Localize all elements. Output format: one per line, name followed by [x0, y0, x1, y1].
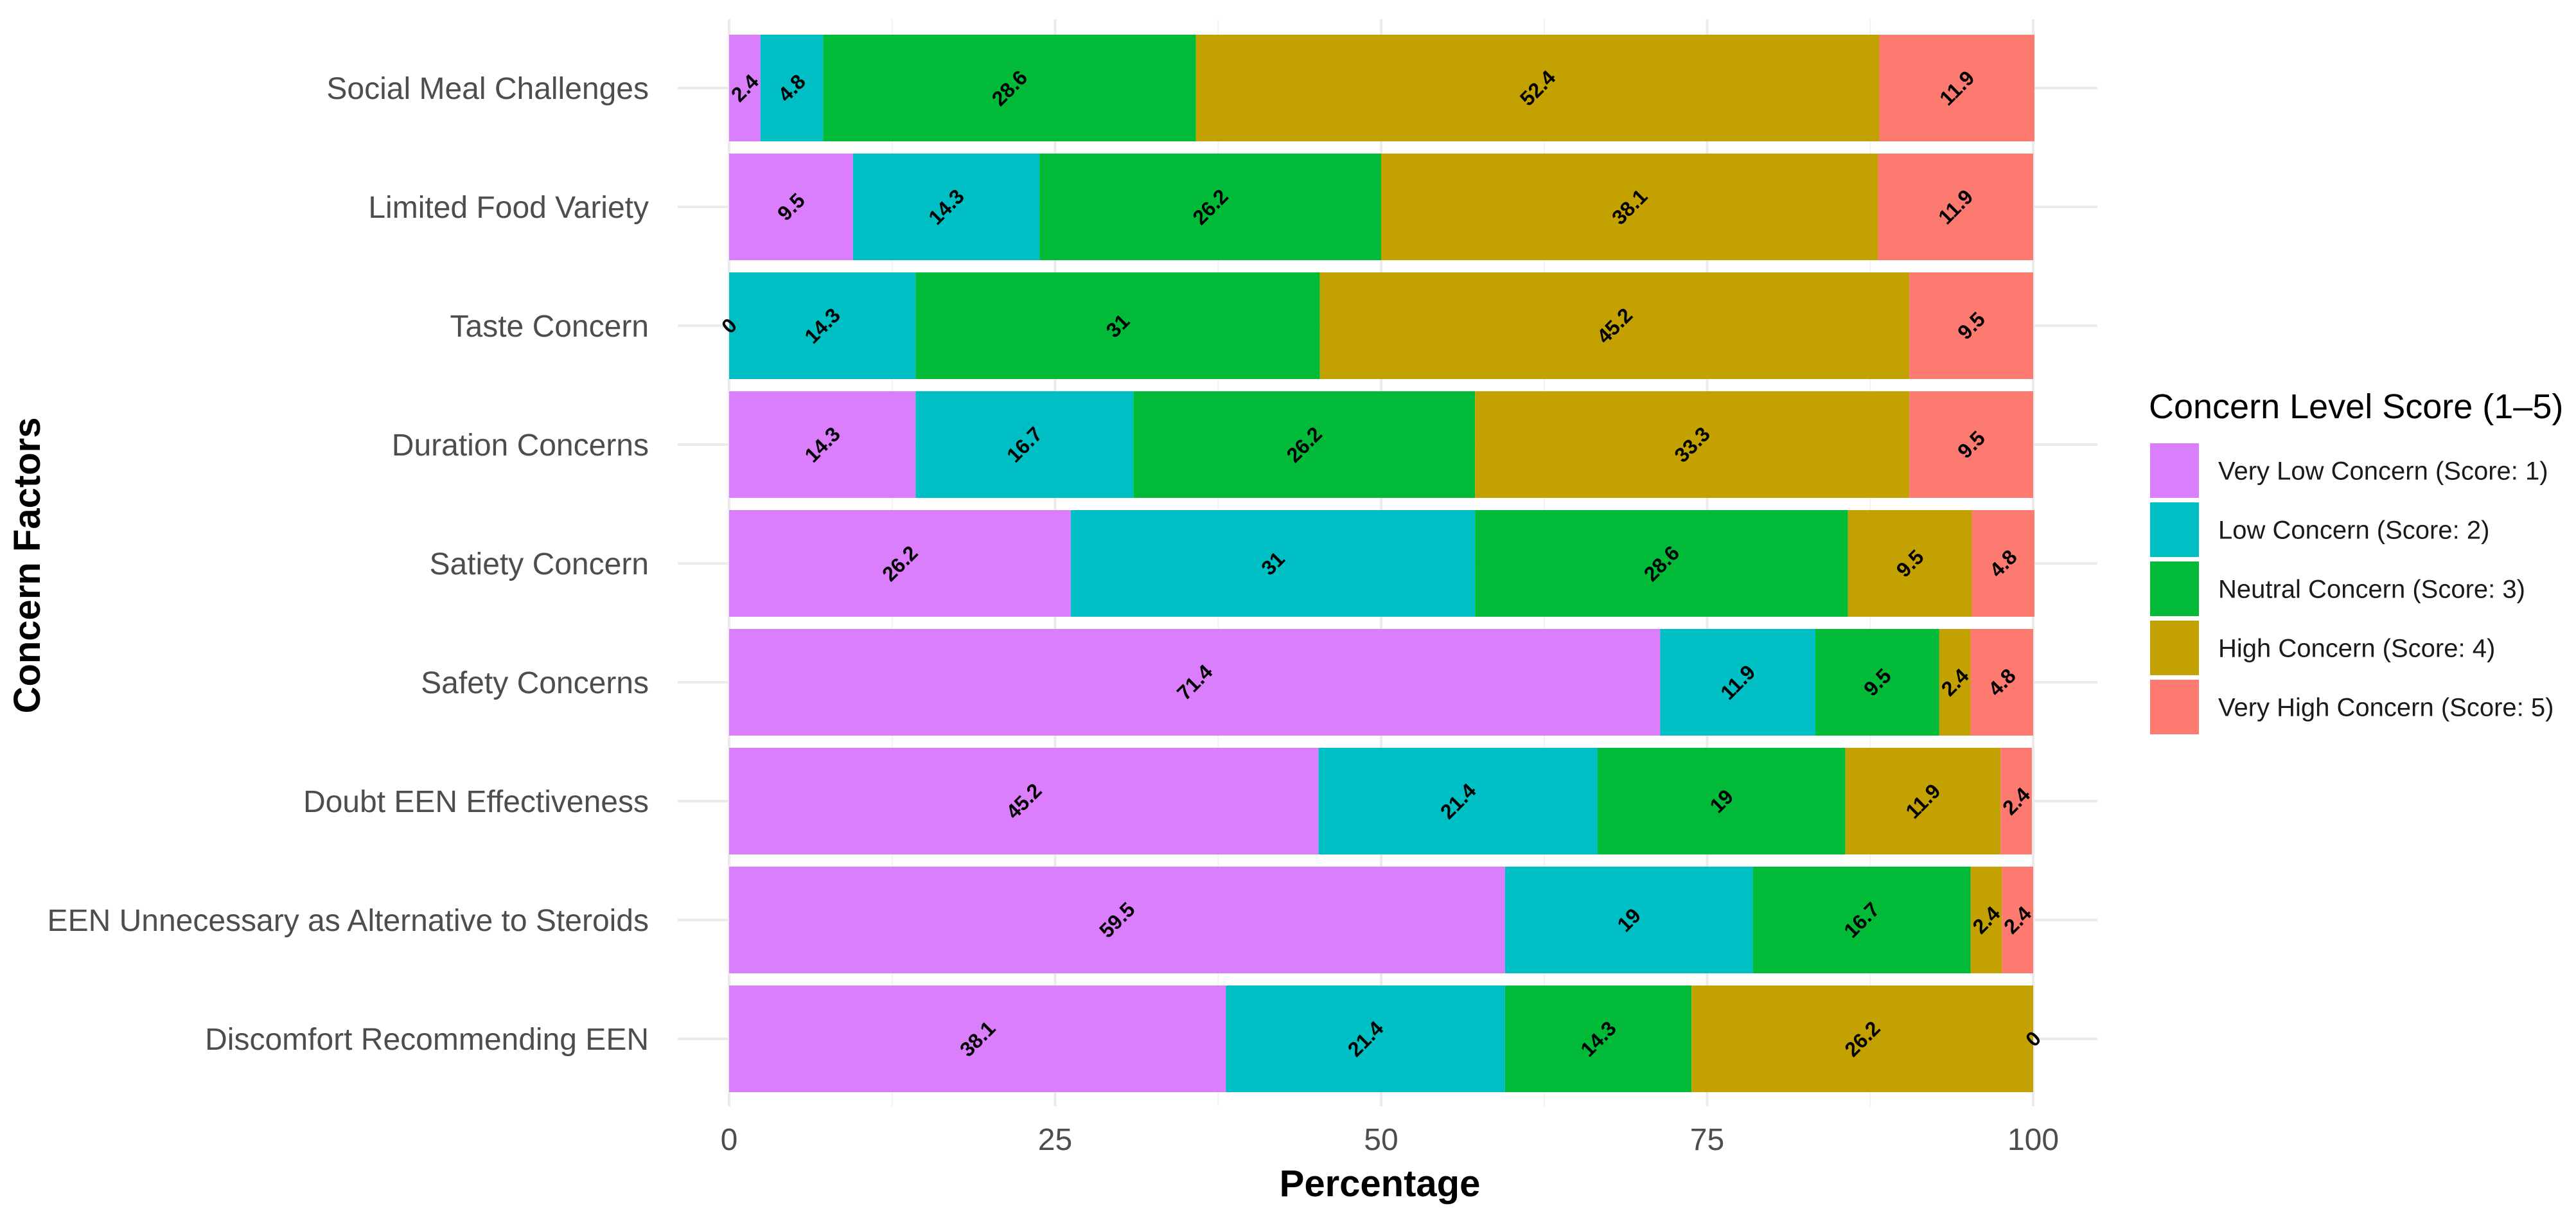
category-label: Limited Food Variety: [368, 191, 649, 225]
bar-segment: [823, 35, 1196, 141]
bar-segment: [1597, 748, 1846, 854]
bar-segment: [729, 154, 853, 260]
category-label: Social Meal Challenges: [326, 72, 649, 106]
bar-segment: [760, 35, 824, 141]
bar-segment: [1133, 391, 1476, 498]
category-label: EEN Unnecessary as Alternative to Steroi…: [48, 904, 649, 938]
category-label: Safety Concerns: [421, 666, 649, 700]
bar-segment: [1475, 391, 1910, 498]
bar-segment: [1226, 986, 1505, 1092]
bar-segment: [1972, 510, 2035, 617]
bar-segment: [1848, 510, 1972, 617]
x-tick-label: 25: [1038, 1123, 1072, 1157]
category-label: Taste Concern: [450, 310, 649, 344]
category-label: Doubt EEN Effectiveness: [303, 785, 649, 819]
bar-segment: [1939, 629, 1971, 736]
bar-segment: [2002, 867, 2033, 973]
bar-segment: [729, 35, 761, 141]
bar-segment: [1878, 154, 2033, 260]
legend-key: [2150, 621, 2199, 675]
bar-segment: [2000, 748, 2032, 854]
bar-segment: [1318, 748, 1598, 854]
bar-segments: [729, 35, 2035, 1092]
bar-segment: [729, 748, 1319, 854]
bar-segment: [1504, 986, 1692, 1092]
bar-segment: [1475, 510, 1848, 617]
x-tick-label: 0: [721, 1123, 738, 1157]
bar-segment: [915, 272, 1320, 379]
bar-segment: [729, 391, 916, 498]
bar-segment: [852, 154, 1040, 260]
bar-segment: [1970, 629, 2033, 736]
x-axis-title: Percentage: [1280, 1163, 1481, 1205]
legend-key: [2150, 680, 2199, 734]
bar-segment: [1660, 629, 1815, 736]
bar-segment: [729, 510, 1071, 617]
bar-segment: [1319, 272, 1910, 379]
legend-title: Concern Level Score (1–5): [2149, 387, 2563, 426]
legend-label: High Concern (Score: 4): [2218, 635, 2495, 663]
bar-segment: [729, 272, 916, 379]
x-tick-label: 50: [1364, 1123, 1398, 1157]
legend-label: Very Low Concern (Score: 1): [2218, 457, 2548, 486]
bar-segment: [1909, 272, 2033, 379]
x-tick-labels: 0 25 50 75 100: [721, 1123, 2059, 1157]
category-label: Satiety Concern: [429, 547, 649, 581]
bar-segment: [1752, 867, 1971, 973]
bar-segment: [1381, 154, 1878, 260]
category-label: Duration Concerns: [392, 429, 649, 463]
x-tick-label: 75: [1690, 1123, 1724, 1157]
bar-segment: [1815, 629, 1939, 736]
category-label: Discomfort Recommending EEN: [205, 1023, 649, 1057]
bar-segment: [729, 629, 1661, 736]
legend-label: Neutral Concern (Score: 3): [2218, 576, 2525, 604]
bar-segment: [1909, 391, 2033, 498]
bar-segment: [729, 867, 1505, 973]
bar-segment: [1879, 35, 2035, 141]
legend-label: Low Concern (Score: 2): [2218, 517, 2489, 545]
bar-segment: [1691, 986, 2033, 1092]
bar-segment: [1845, 748, 2001, 854]
x-tick-label: 100: [2007, 1123, 2059, 1157]
legend-key: [2150, 443, 2199, 498]
legend-key: [2150, 561, 2199, 616]
bar-segment: [729, 986, 1226, 1092]
bar-segment: [1195, 35, 1880, 141]
bar-segment: [1039, 154, 1381, 260]
legend-label: Very High Concern (Score: 5): [2218, 694, 2554, 722]
legend-key: [2150, 502, 2199, 557]
bar-segment: [1070, 510, 1476, 617]
y-axis-title: Concern Factors: [6, 418, 48, 714]
legend: Concern Level Score (1–5) Very Low Conce…: [2149, 387, 2563, 734]
bar-segment: [1970, 867, 2002, 973]
category-labels: Social Meal Challenges Limited Food Varie…: [48, 72, 649, 1057]
bar-segment: [1504, 867, 1753, 973]
bar-segment: [915, 391, 1134, 498]
